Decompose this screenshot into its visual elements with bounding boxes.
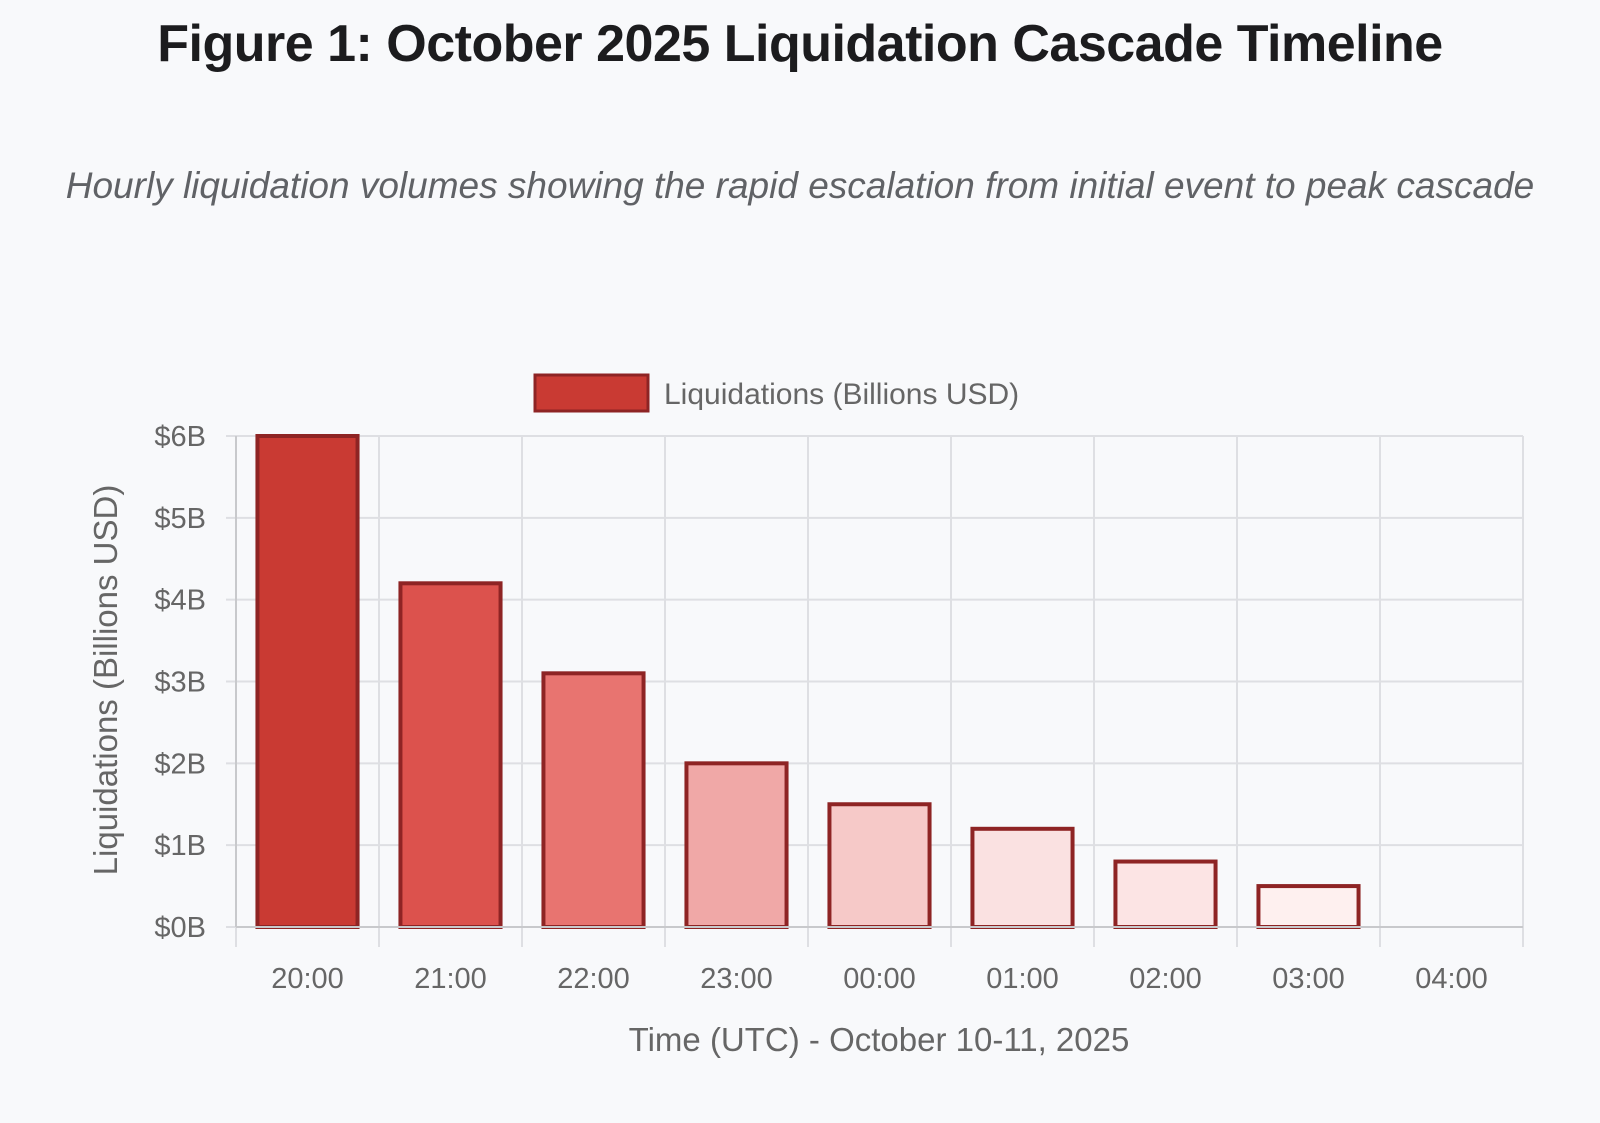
x-axis-title: Time (UTC) - October 10-11, 2025 [629,1021,1130,1058]
bar[interactable] [541,671,646,929]
y-tick-label: $4B [154,585,206,617]
x-tick-label: 01:00 [986,963,1059,995]
x-tick-label: 22:00 [557,963,630,995]
x-tick-label: 03:00 [1272,963,1345,995]
bar[interactable] [255,434,360,929]
bars [255,434,1361,929]
bar[interactable] [827,802,932,929]
y-tick-label: $2B [154,748,206,780]
y-axis-title: Liquidations (Billions USD) [87,485,124,876]
x-tick-label: 02:00 [1129,963,1202,995]
y-tick-label: $1B [154,830,206,862]
legend[interactable]: Liquidations (Billions USD) [533,373,1019,413]
y-tick-label: $0B [154,912,206,944]
chart-subtitle: Hourly liquidation volumes showing the r… [65,165,1535,206]
y-tick-label: $5B [154,503,206,535]
bar[interactable] [1113,859,1218,929]
x-tick-label: 00:00 [843,963,916,995]
x-tick-label: 04:00 [1415,963,1488,995]
x-tick-label: 20:00 [271,963,344,995]
axes: $0B $1B $2B $3B $4B $5B $6B 20:00 21:00 22:00 23:0… [154,421,1523,995]
bar[interactable] [970,826,1075,929]
legend-swatch [533,373,650,413]
bar[interactable] [684,761,789,929]
bar[interactable] [1256,884,1361,929]
y-tick-label: $3B [154,667,206,699]
chart-title: Figure 1: October 2025 Liquidation Casca… [157,15,1443,73]
x-tick-label: 23:00 [700,963,773,995]
legend-label: Liquidations (Billions USD) [664,378,1019,411]
y-tick-label: $6B [154,421,206,453]
x-tick-label: 21:00 [414,963,487,995]
bar[interactable] [398,581,503,929]
